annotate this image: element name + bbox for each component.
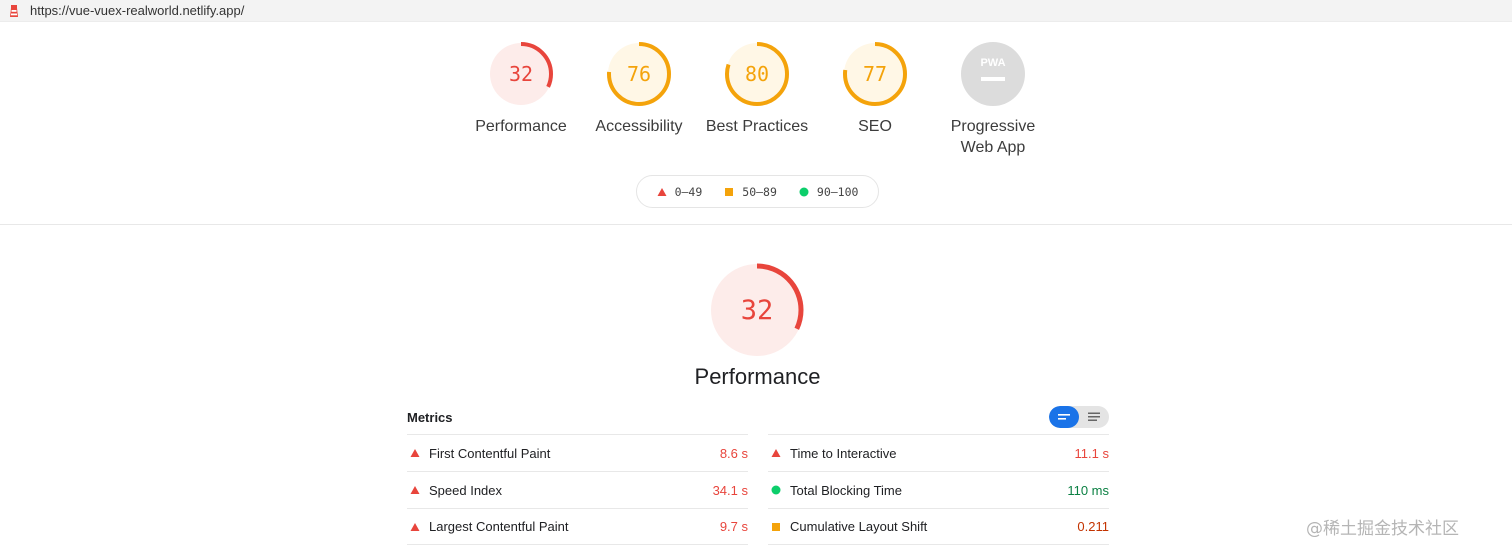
svg-text:PWA: PWA xyxy=(980,57,1005,69)
status-icon xyxy=(769,522,783,532)
triangle-icon xyxy=(657,187,667,196)
metric-value: 11.1 s xyxy=(1074,445,1109,461)
metrics-view-toggle[interactable] xyxy=(1049,406,1109,428)
triangle-icon xyxy=(771,449,781,457)
lighthouse-icon xyxy=(8,4,20,18)
gauge-label: Best Practices xyxy=(705,118,809,135)
metric-value: 8.6 s xyxy=(719,445,748,461)
circle-icon xyxy=(771,485,781,495)
metric-row: Total Blocking Time 110 ms xyxy=(768,471,1109,508)
metric-row: Largest Contentful Paint 9.7 s xyxy=(407,508,748,545)
gauge-score: 76 xyxy=(627,62,651,86)
status-icon xyxy=(408,448,422,458)
performance-gauge: 32 xyxy=(710,263,804,357)
square-icon xyxy=(772,522,780,531)
gauge-score: 32 xyxy=(509,62,533,86)
triangle-icon xyxy=(410,486,420,494)
page-url[interactable]: https://vue-vuex-realworld.netlify.app/ xyxy=(30,3,245,18)
metric-value: 34.1 s xyxy=(712,482,748,498)
gauge-accessibility[interactable]: 76 Accessibility xyxy=(579,40,699,137)
legend-pass: 90–100 xyxy=(799,185,858,199)
score-legend: 0–49 50–89 90–100 xyxy=(636,175,879,208)
expanded-view-button[interactable] xyxy=(1079,406,1109,428)
expanded-list-icon xyxy=(1088,412,1100,421)
gauge-label: Accessibility xyxy=(595,118,683,135)
metrics-left-column: First Contentful Paint 8.6 s Speed Index 34… xyxy=(407,434,748,545)
triangle-icon xyxy=(410,449,420,457)
metric-row: Cumulative Layout Shift 0.211 xyxy=(768,508,1109,545)
gauge-ring: 77 xyxy=(843,42,907,106)
gauge-best-practices[interactable]: 80 Best Practices xyxy=(697,40,817,137)
compact-view-button[interactable] xyxy=(1049,406,1079,428)
metrics-right-column: Time to Interactive 11.1 s Total Blocking … xyxy=(768,434,1109,545)
metrics-heading: Metrics xyxy=(407,410,453,425)
status-icon xyxy=(408,522,422,532)
circle-icon xyxy=(799,187,809,196)
gauge-ring: 32 xyxy=(489,42,553,106)
gauge-score: 80 xyxy=(745,62,769,86)
metric-value: 0.211 xyxy=(1077,519,1109,534)
legend-fail: 0–49 xyxy=(657,185,702,199)
gauge-pwa[interactable]: PWA Progressive Web App xyxy=(933,40,1053,158)
metric-name: Speed Index xyxy=(429,482,503,498)
pwa-icon: PWA xyxy=(961,42,1025,106)
metric-name: Largest Contentful Paint xyxy=(429,519,569,534)
metric-value: 9.7 s xyxy=(719,519,748,534)
metric-row: Speed Index 34.1 s xyxy=(407,471,748,508)
gauge-ring: 80 xyxy=(725,42,789,106)
status-icon xyxy=(769,448,783,458)
metric-name: Cumulative Layout Shift xyxy=(790,519,928,534)
url-bar: https://vue-vuex-realworld.netlify.app/ xyxy=(0,0,1512,22)
status-icon xyxy=(408,485,422,495)
triangle-icon xyxy=(410,522,420,531)
gauge-score: 77 xyxy=(863,62,887,86)
square-icon xyxy=(725,187,734,196)
metric-name: Total Blocking Time xyxy=(790,482,902,498)
metric-name: Time to Interactive xyxy=(790,445,897,461)
gauge-label: SEO xyxy=(858,118,892,135)
metric-value: 110 ms xyxy=(1067,482,1109,498)
metric-name: First Contentful Paint xyxy=(429,445,551,461)
legend-average: 50–89 xyxy=(724,185,777,199)
watermark: @稀土掘金技术社区 xyxy=(1306,519,1459,539)
section-divider xyxy=(0,224,1512,225)
performance-title: Performance xyxy=(694,364,821,389)
gauge-label: Performance xyxy=(475,118,567,135)
metric-row: Time to Interactive 11.1 s xyxy=(768,434,1109,471)
gauge-seo[interactable]: 77 SEO xyxy=(815,40,935,137)
gauge-ring: 76 xyxy=(607,42,671,106)
metric-row: First Contentful Paint 8.6 s xyxy=(407,434,748,471)
performance-score: 32 xyxy=(741,295,774,326)
category-gauges: 32 Performance 76 Accessibility 80 Best … xyxy=(461,40,1051,165)
gauge-label: Progressive Web App xyxy=(950,118,1036,156)
gauge-performance[interactable]: 32 Performance xyxy=(461,40,581,137)
status-icon xyxy=(769,485,783,495)
compact-list-icon xyxy=(1058,414,1070,420)
